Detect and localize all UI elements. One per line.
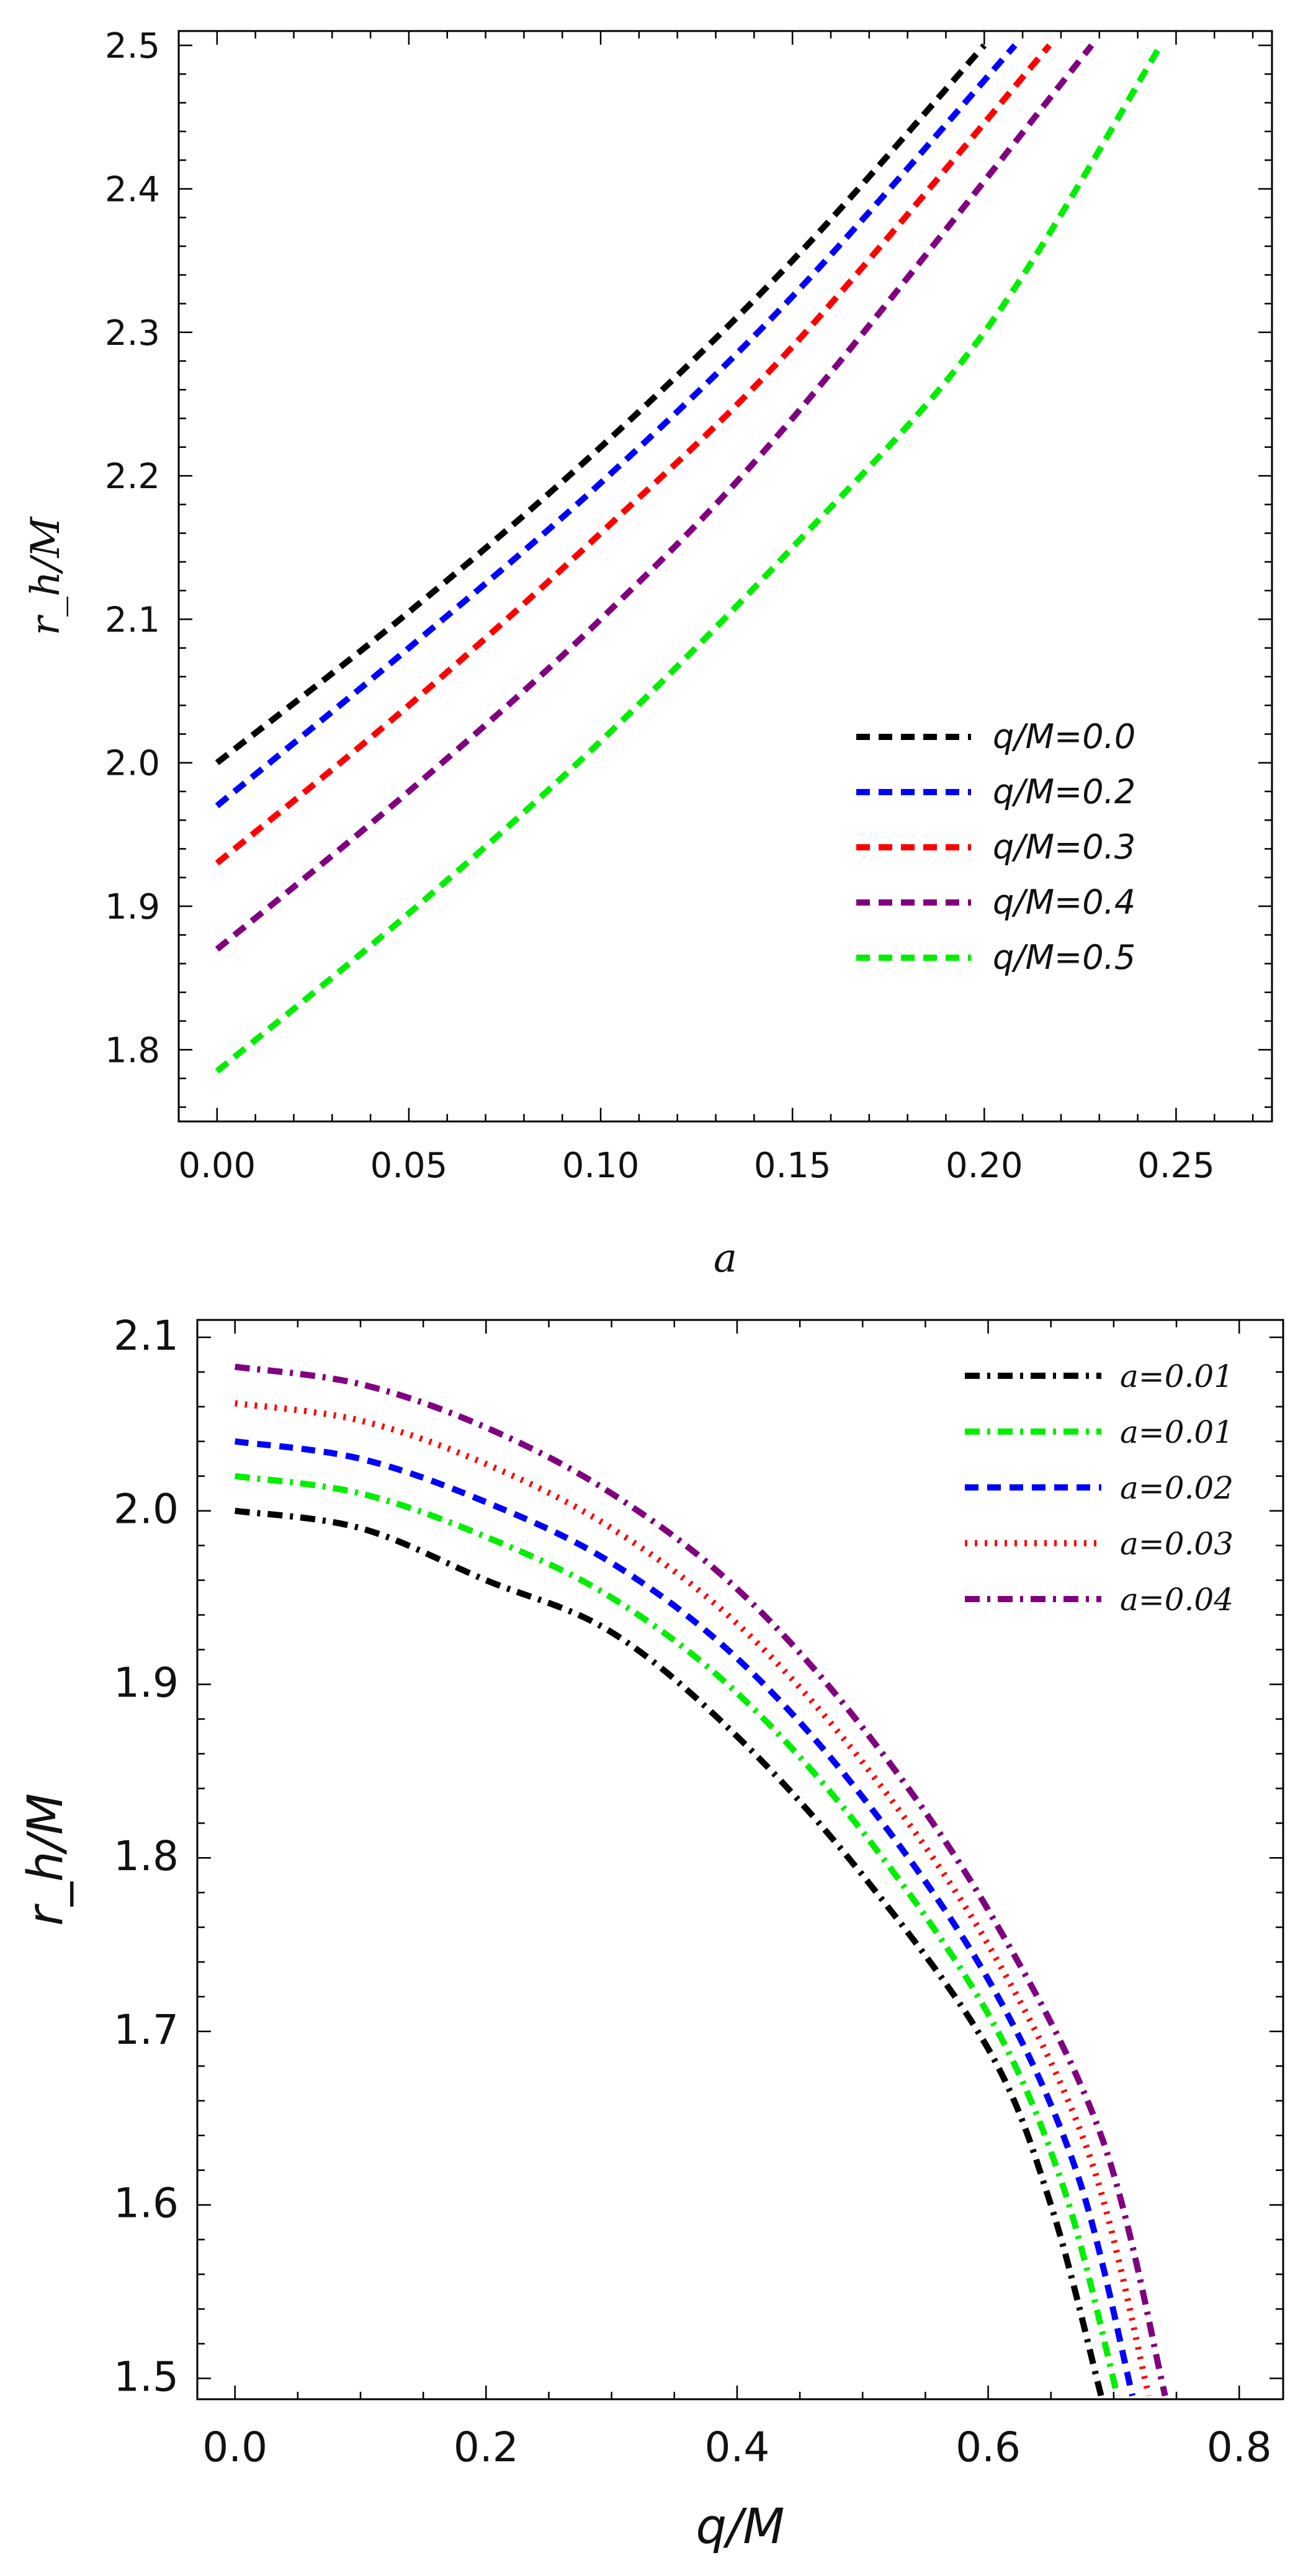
y-tick-label: 2.2 [105, 457, 160, 497]
y-tick-label: 1.5 [114, 2353, 179, 2400]
legend: q/M=0.0 q/M=0.2 q/M=0.3 q/M=0.4 q/M=0.5 [856, 717, 1135, 977]
legend-label-2: a=0.02 [1120, 1470, 1234, 1506]
series-line-4 [235, 1363, 1168, 2397]
series-line-1 [235, 1473, 1121, 2397]
series-line-0 [235, 1507, 1104, 2397]
x-tick-label: 0.20 [946, 1146, 1023, 1186]
legend: a=0.01 a=0.01 a=0.02 a=0.03 a=0.04 [965, 1358, 1234, 1618]
series-line-3 [215, 43, 1095, 952]
legend-label-4: q/M=0.5 [993, 938, 1135, 977]
y-tick-label: 1.6 [114, 2180, 179, 2227]
legend-label-4: a=0.04 [1120, 1582, 1234, 1618]
x-tick-label: 0.6 [956, 2423, 1021, 2471]
y-tick-label: 1.8 [114, 1832, 179, 1880]
plot-frame [177, 30, 1273, 1123]
y-axis-title: r_h/M [18, 1793, 74, 1926]
legend-label-2: q/M=0.3 [993, 827, 1135, 867]
x-tick-label: 0.10 [562, 1146, 640, 1186]
legend-label-1: a=0.01 [1120, 1414, 1234, 1450]
y-tick-label: 1.7 [114, 2006, 179, 2054]
y-tick-label: 2.5 [105, 26, 160, 66]
plot-frame [196, 1319, 1284, 2400]
x-tick-label: 0.4 [704, 2423, 769, 2471]
y-tick-label: 1.8 [105, 1030, 160, 1071]
series-line-2 [235, 1438, 1136, 2397]
y-tick-label: 1.9 [105, 887, 160, 927]
x-tick-label: 0.25 [1137, 1146, 1215, 1186]
legend-label-3: q/M=0.4 [993, 883, 1135, 922]
series-line-4 [215, 43, 1163, 1074]
x-tick-label: 0.05 [370, 1146, 448, 1186]
x-axis-title: a [714, 1236, 737, 1281]
x-tick-label: 0.8 [1207, 2423, 1272, 2471]
y-tick-label: 2.0 [114, 1486, 179, 1533]
series-line-1 [215, 43, 1018, 808]
legend-label-1: q/M=0.2 [993, 772, 1135, 811]
legend-label-0: a=0.01 [1120, 1358, 1234, 1394]
legend-label-3: a=0.03 [1120, 1526, 1234, 1562]
x-tick-label: 0.15 [754, 1146, 831, 1186]
chart-radius-vs-charge: 0.0 0.2 0.4 0.6 0.8 1.5 1.6 1.7 1.8 1.9 2.0 2.1 q/M r… [18, 1312, 1284, 2555]
x-tick-label: 0.00 [178, 1146, 256, 1186]
y-tick-label: 2.4 [105, 169, 160, 210]
x-tick-label: 0.0 [202, 2423, 267, 2471]
legend-label-0: q/M=0.0 [993, 717, 1135, 756]
y-tick-label: 2.1 [105, 600, 160, 640]
y-tick-label: 2.3 [105, 313, 160, 354]
y-tick-label: 2.0 [105, 744, 160, 784]
x-tick-label: 0.2 [454, 2423, 519, 2471]
y-axis-title: r_h/M [23, 516, 69, 635]
y-tick-label: 2.1 [114, 1312, 179, 1360]
chart-radius-vs-a: 0.00 0.05 0.10 0.15 0.20 0.25 1.8 1.9 2.0 2.1 2.2 2… [23, 26, 1273, 1281]
series-line-0 [215, 43, 987, 765]
y-tick-label: 1.9 [114, 1659, 179, 1706]
series-line-2 [215, 43, 1052, 866]
x-axis-title: q/M [696, 2499, 784, 2555]
